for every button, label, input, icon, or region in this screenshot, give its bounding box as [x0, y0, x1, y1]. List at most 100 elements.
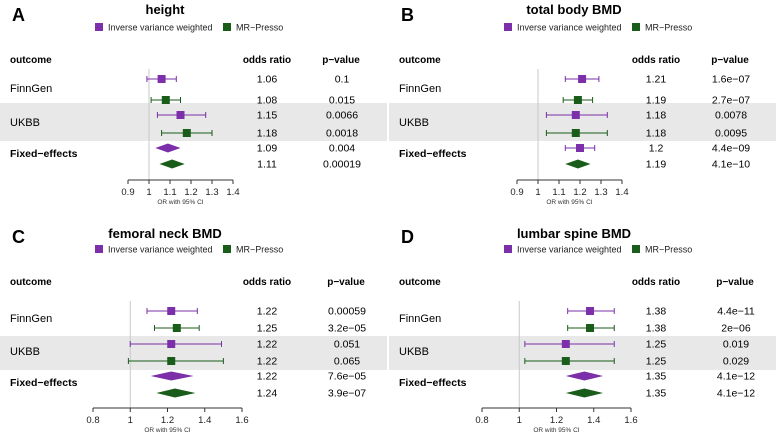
pooled-diamond — [155, 143, 181, 153]
group-label-finngen: FinnGen — [399, 83, 441, 95]
legend-presso-swatch — [223, 245, 231, 253]
panel-title: femoral neck BMD — [108, 226, 221, 241]
p-value-value: 4.1e−10 — [712, 159, 750, 171]
legend-ivw-swatch — [504, 23, 512, 31]
header-outcome: outcome — [10, 277, 52, 288]
legend-ivw-swatch — [504, 245, 512, 253]
panel-letter: A — [12, 5, 25, 25]
legend-ivw-label: Inverse variance weighted — [108, 23, 213, 33]
odds-ratio-value: 1.11 — [257, 159, 277, 171]
x-tick-label: 1.4 — [226, 187, 239, 198]
x-tick-label: 1.2 — [161, 415, 174, 426]
header-odds-ratio: odds ratio — [632, 277, 680, 288]
ukbb-band — [389, 103, 776, 141]
x-axis-title: OR with 95% CI — [533, 427, 579, 434]
x-axis-title: OR with 95% CI — [144, 427, 190, 434]
header-p-value: p−value — [327, 277, 365, 288]
point-estimate — [161, 96, 170, 104]
header-p-value: p−value — [322, 55, 360, 66]
odds-ratio-value: 1.19 — [646, 159, 667, 171]
point-estimate — [578, 75, 587, 83]
ukbb-band — [0, 103, 387, 141]
odds-ratio-value: 1.35 — [646, 371, 667, 383]
p-value-value: 4.1e−12 — [717, 371, 755, 383]
header-odds-ratio: odds ratio — [632, 55, 680, 66]
point-estimate — [571, 129, 580, 137]
odds-ratio-value: 1.18 — [646, 128, 667, 140]
odds-ratio-value: 1.22 — [257, 371, 278, 383]
odds-ratio-value: 1.35 — [646, 388, 667, 400]
x-tick-label: 1 — [128, 415, 133, 426]
p-value-value: 2e−06 — [721, 323, 751, 335]
p-value-value: 0.0078 — [715, 110, 747, 122]
odds-ratio-value: 1.2 — [649, 143, 664, 155]
legend-ivw-swatch — [95, 245, 103, 253]
x-tick-label: 1.6 — [624, 415, 637, 426]
group-label-fixed-effects: Fixed−effects — [399, 377, 467, 389]
header-p-value: p−value — [716, 277, 754, 288]
panel-letter: B — [401, 5, 414, 25]
panel-title: height — [146, 2, 186, 17]
p-value-value: 0.004 — [329, 143, 355, 155]
x-tick-label: 1 — [517, 415, 522, 426]
point-estimate — [172, 324, 181, 332]
panel-title: total body BMD — [526, 2, 621, 17]
odds-ratio-value: 1.22 — [257, 306, 278, 318]
point-estimate — [167, 357, 176, 365]
point-estimate — [167, 340, 176, 348]
p-value-value: 0.0095 — [715, 128, 747, 140]
header-p-value: p−value — [711, 55, 749, 66]
legend-presso-swatch — [223, 23, 231, 31]
panel-letter: D — [401, 227, 414, 247]
x-tick-label: 1.4 — [198, 415, 211, 426]
point-estimate — [182, 129, 191, 137]
point-estimate — [561, 357, 570, 365]
x-tick-label: 1 — [535, 187, 540, 198]
legend-presso-label: MR−Presso — [645, 245, 692, 255]
p-value-value: 0.019 — [723, 339, 749, 351]
header-odds-ratio: odds ratio — [243, 55, 291, 66]
group-label-fixed-effects: Fixed−effects — [10, 377, 78, 389]
x-tick-label: 0.9 — [510, 187, 523, 198]
panel-title: lumbar spine BMD — [517, 226, 631, 241]
odds-ratio-value: 1.08 — [257, 95, 278, 107]
x-tick-label: 0.9 — [121, 187, 134, 198]
odds-ratio-value: 1.25 — [646, 339, 667, 351]
point-estimate — [586, 324, 595, 332]
x-tick-label: 1.4 — [587, 415, 600, 426]
x-tick-label: 0.8 — [86, 415, 99, 426]
odds-ratio-value: 1.38 — [646, 306, 667, 318]
p-value-value: 3.9e−07 — [328, 388, 366, 400]
legend-ivw-label: Inverse variance weighted — [517, 245, 622, 255]
pooled-diamond — [150, 371, 194, 381]
odds-ratio-value: 1.18 — [646, 110, 667, 122]
odds-ratio-value: 1.22 — [257, 356, 278, 368]
p-value-value: 0.065 — [334, 356, 360, 368]
pooled-diamond — [565, 159, 591, 169]
group-label-ukbb: UKBB — [10, 117, 40, 129]
x-tick-label: 1.2 — [184, 187, 197, 198]
header-outcome: outcome — [10, 55, 52, 66]
group-label-fixed-effects: Fixed−effects — [399, 148, 467, 160]
point-estimate — [586, 307, 595, 315]
p-value-value: 1.6e−07 — [712, 74, 750, 86]
pooled-diamond — [565, 371, 604, 381]
p-value-value: 0.0018 — [326, 128, 358, 140]
odds-ratio-value: 1.18 — [257, 128, 278, 140]
header-odds-ratio: odds ratio — [243, 277, 291, 288]
point-estimate — [176, 111, 185, 119]
odds-ratio-value: 1.21 — [646, 74, 667, 86]
odds-ratio-value: 1.24 — [257, 388, 278, 400]
p-value-value: 0.1 — [335, 74, 350, 86]
odds-ratio-value: 1.09 — [257, 143, 278, 155]
group-label-finngen: FinnGen — [10, 313, 52, 325]
legend-ivw-swatch — [95, 23, 103, 31]
p-value-value: 4.4e−09 — [712, 143, 750, 155]
legend-presso-swatch — [632, 245, 640, 253]
x-tick-label: 1.3 — [205, 187, 218, 198]
group-label-fixed-effects: Fixed−effects — [10, 148, 78, 160]
point-estimate — [571, 111, 580, 119]
